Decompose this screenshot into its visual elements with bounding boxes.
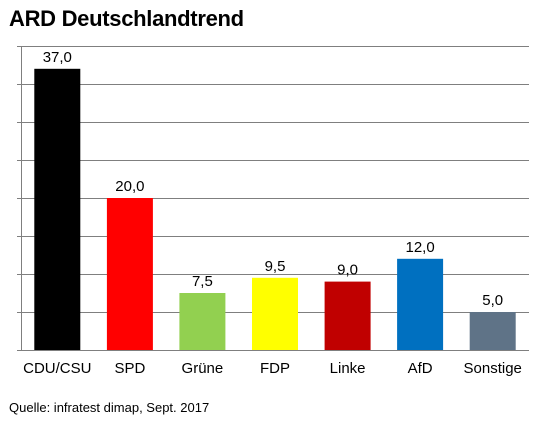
bar-value-label: 12,0 [405,239,434,256]
x-tick-label: Sonstige [464,360,522,377]
x-tick-label: Linke [330,360,366,377]
x-tick-label: FDP [260,360,290,377]
chart-source: Quelle: infratest dimap, Sept. 2017 [9,400,210,415]
bar-value-label: 37,0 [43,49,72,66]
bar-value-label: 20,0 [115,178,144,195]
bar [397,258,444,350]
bar [179,293,226,350]
x-tick-label: AfD [408,360,433,377]
x-tick-label: SPD [114,360,145,377]
bar [469,312,516,350]
x-tick-label: CDU/CSU [23,360,91,377]
bar [252,277,298,350]
bar-value-label: 5,0 [482,292,503,309]
bar [34,68,81,351]
x-tick-label: Grüne [182,360,224,377]
bar [324,281,371,350]
chart-title: ARD Deutschlandtrend [9,6,244,31]
bar-value-label: 9,0 [337,262,358,279]
bar-value-label: 9,5 [265,258,286,275]
bar [106,198,153,350]
bar-value-label: 7,5 [192,273,213,290]
